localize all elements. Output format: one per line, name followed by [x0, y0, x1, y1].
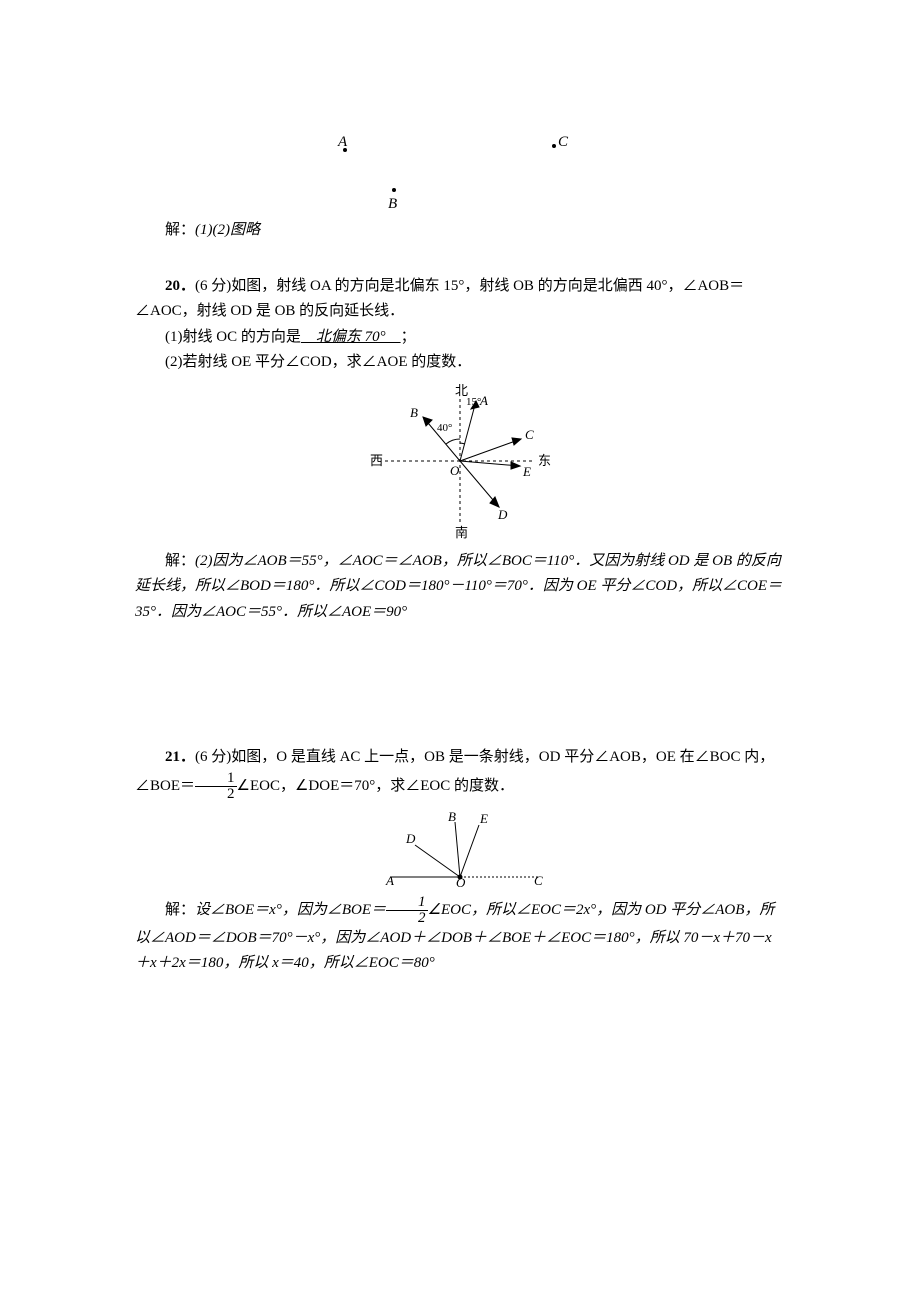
figure-points-abc: A C B — [330, 130, 590, 210]
point-dot-c — [552, 144, 556, 148]
arrow-oc — [512, 438, 521, 445]
arc-40 — [446, 438, 460, 443]
label-o-21: O — [456, 875, 466, 887]
label-b: B — [410, 405, 418, 420]
label-e: E — [522, 464, 531, 479]
fraction-half: 12 — [195, 771, 237, 802]
label-c: C — [525, 427, 534, 442]
solution-21-a: 设∠BOE＝x°，因为∠BOE＝ — [195, 901, 386, 917]
label-b-21: B — [448, 809, 456, 824]
label-west: 西 — [370, 453, 383, 468]
ray-oa — [460, 401, 476, 461]
problem-20-sub1-blank: 北偏东 70° — [301, 329, 401, 345]
label-d-21: D — [405, 831, 416, 846]
problem-21-text: 21．(6 分)如图，O 是直线 AC 上一点，OB 是一条射线，OD 平分∠A… — [135, 745, 785, 802]
label-east: 东 — [538, 453, 551, 468]
answer-19-body: (1)(2)图略 — [195, 222, 260, 238]
arrow-ob — [423, 417, 432, 426]
frac-num-2: 1 — [386, 895, 428, 911]
ray-ob-21 — [455, 822, 460, 877]
frac-den-2: 2 — [386, 911, 428, 926]
problem-20-sub1: (1)射线 OC 的方向是 北偏东 70° ； — [135, 325, 785, 351]
figure-compass: 北 南 西 东 A B C E D O 15° 40° — [340, 381, 580, 541]
label-15: 15° — [466, 396, 481, 408]
label-o: O — [450, 463, 460, 478]
ray-oe-21 — [460, 825, 479, 877]
ray-oc — [460, 439, 521, 461]
spacer — [135, 625, 785, 745]
problem-20-sub2-text: (2)若射线 OE 平分∠COD，求∠AOE 的度数． — [165, 354, 471, 370]
problem-20-sub2: (2)若射线 OE 平分∠COD，求∠AOE 的度数． — [135, 350, 785, 376]
solution-20: 解：(2)因为∠AOB＝55°，∠AOC＝∠AOB，所以∠BOC＝110°．又因… — [135, 549, 785, 626]
solution-21: 解：设∠BOE＝x°，因为∠BOE＝12∠EOC，所以∠EOC＝2x°，因为 O… — [135, 895, 785, 977]
point-label-b: B — [388, 192, 397, 218]
frac-den: 2 — [195, 787, 237, 802]
solution-20-body: (2)因为∠AOB＝55°，∠AOC＝∠AOB，所以∠BOC＝110°．又因为射… — [135, 553, 782, 620]
label-d: D — [497, 507, 508, 522]
problem-20-sub1-tail: ； — [401, 329, 416, 345]
label-south: 南 — [455, 525, 468, 540]
problem-20-text: 20．(6 分)如图，射线 OA 的方向是北偏东 15°，射线 OB 的方向是北… — [135, 274, 785, 325]
problem-21-points: (6 分) — [195, 749, 231, 765]
label-a-21: A — [385, 873, 394, 887]
ray-od-21 — [415, 845, 460, 877]
frac-num: 1 — [195, 771, 237, 787]
problem-20-number: 20． — [165, 278, 195, 294]
problem-20-sub1-label: (1)射线 OC 的方向是 — [165, 329, 301, 345]
arrow-oe — [511, 462, 520, 469]
problem-21-body-b: ∠EOC，∠DOE＝70°，求∠EOC 的度数． — [237, 777, 514, 793]
label-c-21: C — [534, 873, 543, 887]
figure-rays-21: A C O D B E — [360, 807, 560, 887]
point-dot-a — [343, 148, 347, 152]
problem-20-points: (6 分) — [195, 278, 231, 294]
label-e-21: E — [479, 811, 488, 826]
solution-20-prefix: 解： — [165, 553, 195, 569]
answer-19-prefix: 解： — [165, 222, 195, 238]
solution-21-prefix: 解： — [165, 901, 195, 917]
point-label-c: C — [558, 130, 568, 156]
label-40: 40° — [437, 422, 452, 434]
problem-21-number: 21． — [165, 749, 195, 765]
answer-19: 解：(1)(2)图略 — [135, 218, 785, 244]
fraction-half-2: 12 — [386, 895, 428, 926]
